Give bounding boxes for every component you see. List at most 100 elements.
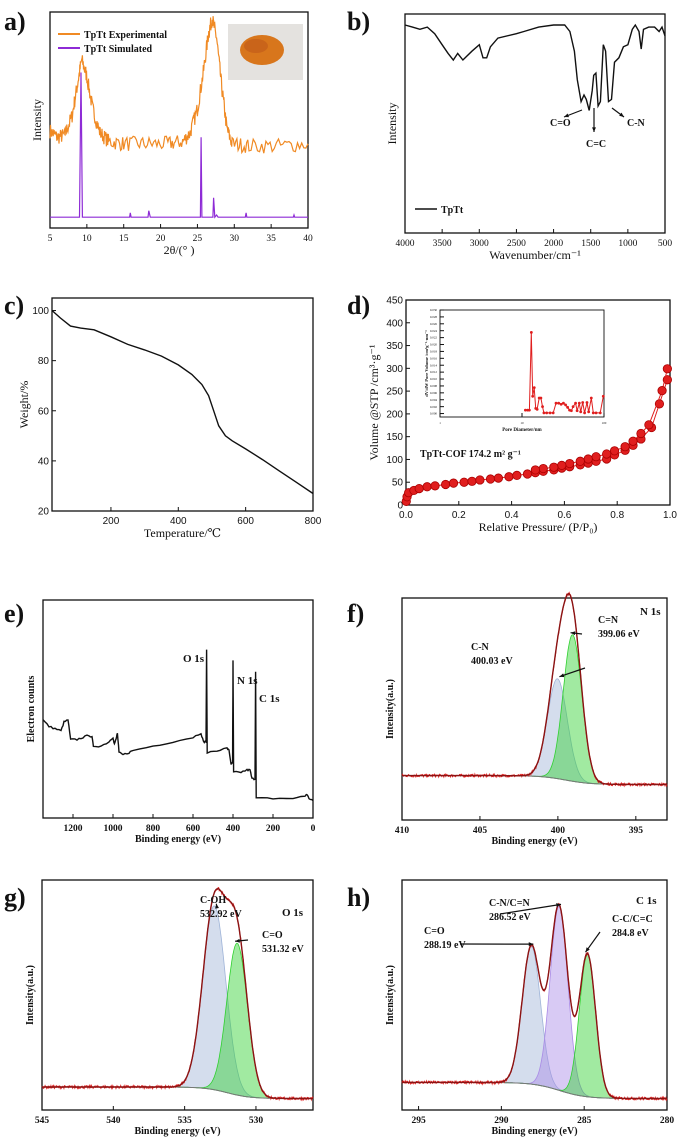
isotherm-point [530, 465, 540, 475]
series-line-1 [49, 16, 309, 155]
x-axis-label: 2θ/(° ) [164, 243, 195, 257]
legend-label: TpTt [441, 205, 464, 216]
envelope-line [42, 887, 313, 1100]
series-line-1 [42, 649, 314, 802]
inset-point [531, 394, 535, 398]
x-tick-label: 535 [178, 1116, 193, 1126]
x-tick-label: 530 [249, 1116, 264, 1126]
x-tick-label: 4000 [396, 239, 415, 249]
y-tick-label: 40 [38, 456, 50, 467]
x-tick-label: 295 [411, 1116, 426, 1126]
component-label: C=N [598, 615, 619, 626]
isotherm-point [522, 469, 533, 479]
pore-size-inset: 1 10 100 0.000 0.002 0.004 0.006 0.008 0.010 0.01… [424, 308, 607, 433]
y-tick-label: 200 [386, 409, 403, 420]
y-axis-label: Intensity(a.u.) [25, 965, 36, 1025]
x-tick-label: 1500 [581, 239, 600, 249]
arrow-head-icon [556, 903, 562, 907]
inset-point [548, 411, 552, 415]
x-tick-label: 400 [170, 516, 187, 527]
envelope-line [402, 593, 667, 786]
x-tick-label: 1000 [104, 824, 123, 834]
y-tick-label: 0.030 [430, 308, 438, 312]
x-tick-label: 0 [311, 824, 316, 834]
plot-frame [41, 879, 314, 1111]
y-tick-label: 0.000 [430, 412, 438, 416]
inset-point [574, 401, 577, 405]
panel-d: d) 0.0 0.2 0.4 0.6 0.8 1.0 0 50 100 150 200 250 300 35… [347, 291, 677, 534]
x-tick-label: 400 [551, 826, 566, 836]
y-tick-label: 0.022 [430, 336, 438, 340]
x-axis-label: Wavenumber/cm⁻¹ [489, 248, 581, 262]
inset-point [535, 408, 539, 411]
fit-component-1 [402, 945, 667, 1099]
x-tick-label: 10 [82, 234, 92, 244]
series-line-2 [50, 72, 308, 219]
legend-label: TpTt Simulated [84, 44, 153, 55]
x-tick-label: 0.4 [505, 510, 519, 521]
inset-point [532, 386, 536, 390]
panel-g: g) 545 540 535 530 Binding energy (eV) Intensi… [4, 879, 314, 1137]
y-tick-label: 0 [397, 501, 403, 512]
x-axis-label: Relative Pressure/ (P/P₀) [479, 520, 598, 534]
y-tick-label: 150 [386, 432, 403, 443]
x-tick-label: 15 [119, 234, 129, 244]
y-tick-label: 0.018 [430, 350, 438, 354]
isotherm-point [459, 477, 469, 487]
plot-frame [49, 11, 309, 229]
isotherm-point [657, 386, 667, 396]
panel-e: e) 1200 1000 800 600 400 200 0 Binding energy (e… [4, 599, 316, 845]
x-tick-label: 25 [193, 234, 203, 244]
x-tick-label: 405 [473, 826, 488, 836]
inset-point [542, 411, 546, 415]
x-tick-label: 290 [494, 1116, 509, 1126]
inset-point [581, 401, 585, 404]
y-tick-label: 50 [392, 478, 404, 489]
arrow-head-icon [564, 113, 569, 118]
panel-label: a) [4, 7, 26, 36]
panel-f: f) 410 405 400 395 Binding energy (eV) Intensi… [347, 591, 668, 847]
inset-x-label: Pore Diameter/nm [502, 428, 542, 433]
isotherm-point [609, 446, 620, 456]
isotherm-point [549, 462, 559, 472]
isotherm-point [628, 436, 638, 446]
y-tick-label: 0.004 [430, 398, 438, 402]
peak-label: O 1s [183, 653, 205, 665]
isotherm-point [591, 452, 601, 462]
x-tick-label: 0.8 [610, 510, 624, 521]
component-energy: 284.8 eV [612, 928, 649, 939]
x-tick-label: 5 [48, 234, 53, 244]
y-tick-label: 450 [386, 296, 403, 307]
inset-point [554, 401, 558, 405]
inset-point [551, 411, 555, 415]
inset-point [527, 408, 531, 412]
inset-point [539, 396, 543, 400]
inset-point [559, 402, 563, 406]
inset-y-label: dV/dW Pore Volume /cm³g⁻¹·nm⁻¹ [424, 330, 429, 397]
x-tick-label: 3000 [470, 239, 489, 249]
component-label: C-N/C=N [489, 898, 530, 909]
inset-point [601, 394, 605, 398]
y-axis-label: Electron counts [26, 676, 37, 743]
isotherm-point [565, 458, 575, 469]
inset-point [571, 405, 575, 409]
y-tick-label: 0.002 [430, 405, 438, 409]
component-energy: 531.32 eV [262, 944, 304, 955]
x-tick-label: 0.2 [452, 510, 466, 521]
x-tick-label: 0.0 [399, 510, 413, 521]
y-axis-label: Weight/% [17, 381, 31, 429]
x-tick-label: 200 [266, 824, 281, 834]
envelope-line [402, 903, 667, 1100]
component-label: C=O [424, 926, 445, 937]
x-tick-label: 410 [395, 826, 410, 836]
component-label: C=O [262, 930, 283, 941]
inset-point [523, 408, 527, 412]
y-tick-label: 0.026 [430, 322, 438, 326]
isotherm-point [662, 364, 672, 374]
x-tick-label: 800 [305, 516, 322, 527]
x-tick-label: 545 [35, 1116, 50, 1126]
isotherm-point [467, 476, 477, 486]
y-tick-label: 0.028 [430, 315, 438, 319]
inset-point [598, 411, 602, 415]
